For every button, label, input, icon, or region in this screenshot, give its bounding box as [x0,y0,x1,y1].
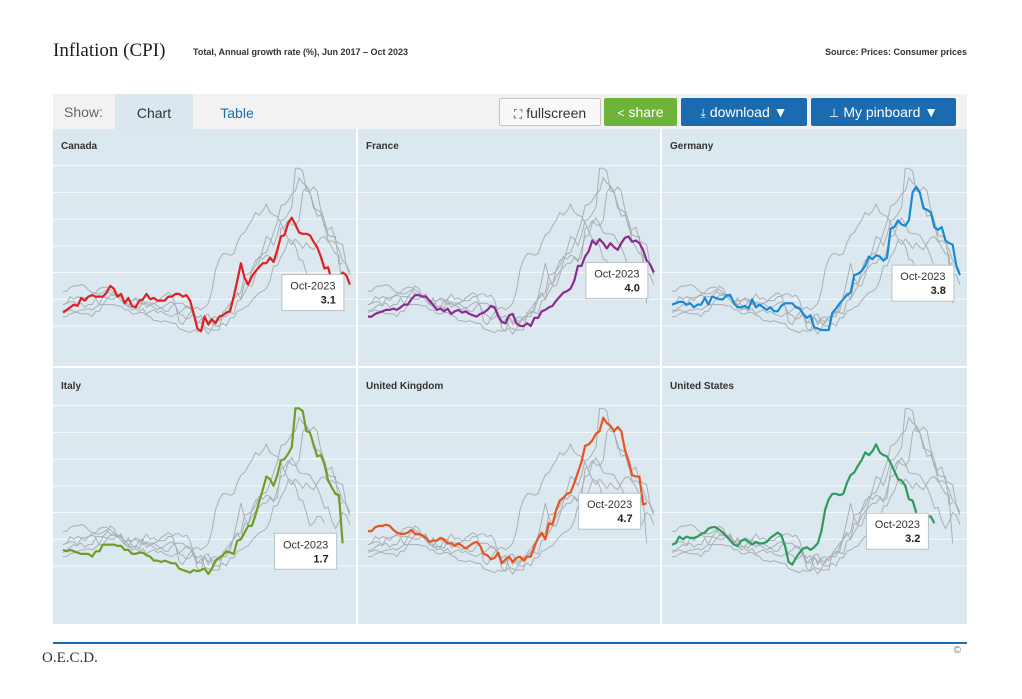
context-line-germany [62,186,351,331]
chart-area: Canada Oct-2023 3.1 France Oct-2023 4.0 German… [53,129,967,656]
panel-title-germany: Germany [670,141,714,152]
series-line-france [368,235,655,328]
chart-widget: Show: Chart Table ⛶ fullscreen < share ⤓ do… [53,94,967,656]
context-line-united-states [671,203,935,326]
context-line-canada [671,216,961,333]
context-line-canada [671,456,961,573]
context-line-germany [367,186,655,331]
panel-title-canada: Canada [61,141,98,152]
page-subtitle: Total, Annual growth rate (%), Jun 2017 … [193,47,409,57]
context-line-germany [62,426,351,571]
context-line-france [63,235,351,327]
panel-title-united-kingdom: United Kingdom [366,381,443,392]
pinboard-label: My pinboard ▼ [843,104,939,120]
callout-value-italy: 1.7 [313,553,328,565]
panel-title-france: France [366,141,399,152]
callout-date-italy: Oct-2023 [283,539,328,551]
small-multiples-svg: Canada Oct-2023 3.1 France Oct-2023 4.0 German… [53,129,967,624]
copyright-mark: © [953,645,961,656]
context-line-italy [62,167,344,335]
context-line-united-states [367,203,629,326]
context-line-united-kingdom [63,416,343,565]
callout-date-united-states: Oct-2023 [875,519,920,531]
download-icon: ⤓ [700,106,706,120]
callout-box-germany [891,264,955,302]
tab-chart[interactable]: Chart [115,94,193,129]
context-line-france [368,475,655,567]
context-line-france [672,475,961,567]
series-line-canada [62,216,351,333]
callout-date-united-kingdom: Oct-2023 [587,499,632,511]
pin-icon: ⊥ [828,106,840,120]
pinboard-button[interactable]: ⊥ My pinboard ▼ [811,98,956,126]
tab-table[interactable]: Table [220,105,254,121]
callout-box-france [585,262,649,300]
footer-credit: O.E.C.D. [42,650,98,666]
context-line-italy [671,167,954,335]
download-button[interactable]: ⤓ download ▼ [681,98,807,126]
context-line-france [63,475,351,567]
callout-box-canada [281,274,345,312]
show-label: Show: [64,104,103,120]
series-line-germany [671,185,961,332]
context-line-united-kingdom [63,176,343,325]
context-line-italy [671,407,954,575]
context-line-france [672,235,961,327]
callout-date-france: Oct-2023 [594,269,639,281]
fullscreen-label: fullscreen [526,105,587,121]
context-line-germany [367,426,655,571]
context-line-italy [367,407,648,575]
fullscreen-button[interactable]: ⛶ fullscreen [499,98,601,126]
expand-icon: ⛶ [513,107,523,121]
context-line-germany [671,426,961,571]
callout-date-germany: Oct-2023 [900,271,945,283]
toolbar: Show: Chart Table ⛶ fullscreen < share ⤓ do… [53,94,967,129]
callout-value-canada: 3.1 [321,295,336,307]
series-line-united-states [671,443,936,566]
panel-title-italy: Italy [61,381,81,392]
bottom-rule [53,642,967,644]
callout-value-united-states: 3.2 [905,533,920,545]
share-button[interactable]: < share [604,98,677,126]
context-line-canada [367,216,655,333]
share-label: share [628,104,664,120]
series-line-italy [62,407,344,576]
series-line-united-kingdom [368,416,647,565]
context-line-canada [62,456,351,573]
callout-box-italy [274,532,338,570]
context-line-united-kingdom [672,416,953,565]
callout-value-germany: 3.8 [931,285,946,297]
download-label: download ▼ [709,104,788,120]
page-title: Inflation (CPI) [53,40,166,61]
callout-value-united-kingdom: 4.7 [617,513,632,525]
source-note: Source: Prices: Consumer prices [824,47,967,57]
context-line-united-states [62,203,325,326]
callout-date-canada: Oct-2023 [290,281,335,293]
callout-box-united-states [865,512,929,550]
callout-value-france: 4.0 [625,283,640,295]
context-line-italy [367,167,648,335]
share-icon: < [617,106,625,120]
context-line-united-states [367,443,629,566]
callout-box-united-kingdom [578,492,642,530]
panel-title-united-states: United States [670,381,734,392]
